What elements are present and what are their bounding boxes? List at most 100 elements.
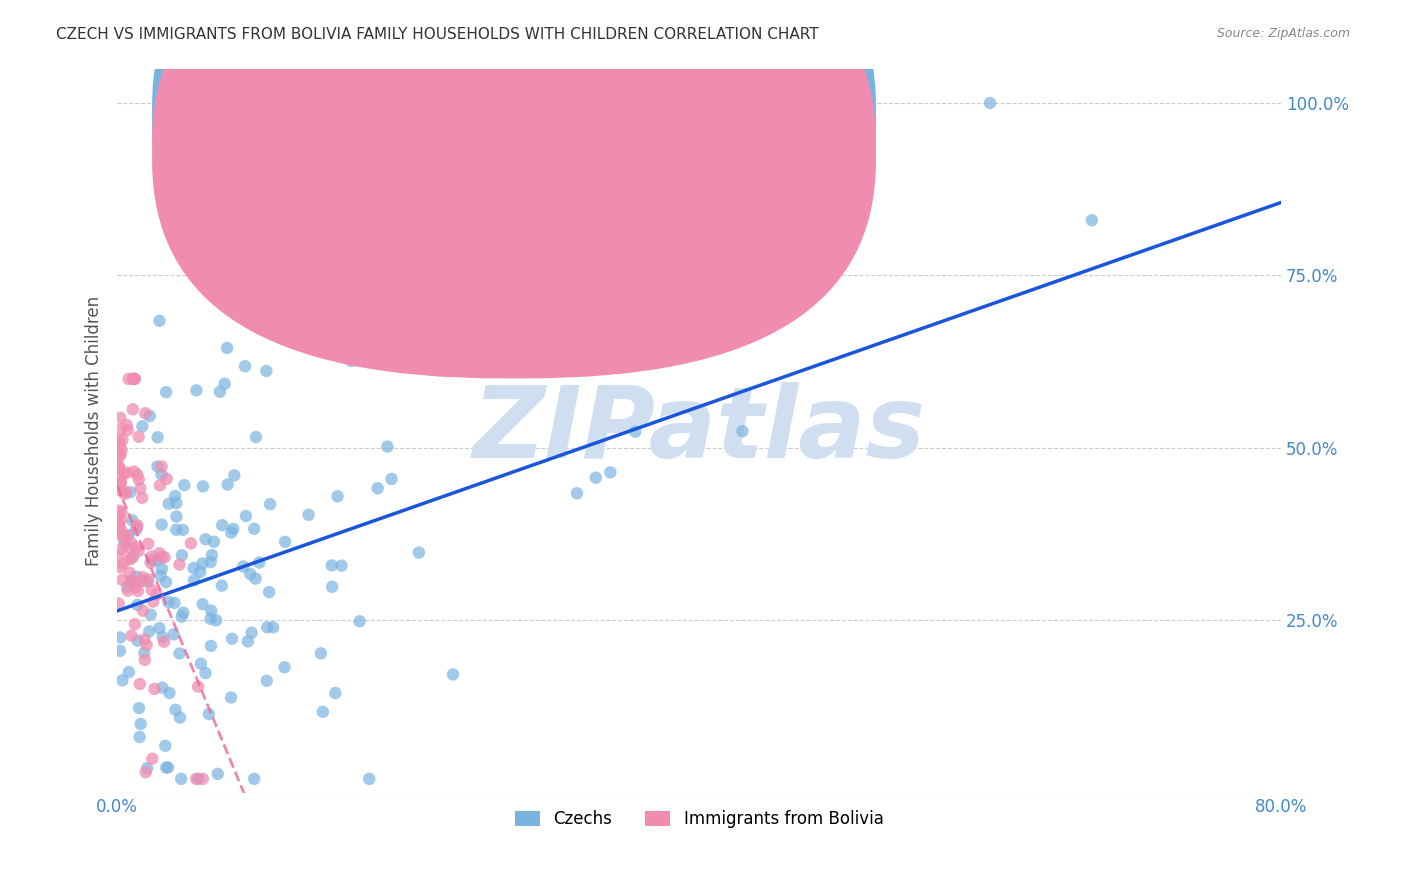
Czechs xyxy=(145,553,167,567)
Czechs xyxy=(624,425,647,439)
Czechs xyxy=(208,384,231,399)
Immigrants from Bolivia xyxy=(180,536,202,550)
Czechs xyxy=(312,705,335,719)
Czechs xyxy=(165,489,187,503)
Immigrants from Bolivia xyxy=(128,430,150,444)
Czechs xyxy=(257,585,280,599)
Czechs xyxy=(136,761,159,775)
Immigrants from Bolivia xyxy=(127,584,149,599)
Czechs xyxy=(187,772,209,786)
Czechs xyxy=(117,528,139,542)
Czechs xyxy=(136,574,159,589)
Immigrants from Bolivia xyxy=(141,752,163,766)
Czechs xyxy=(202,534,225,549)
Czechs xyxy=(211,518,233,533)
Immigrants from Bolivia xyxy=(125,520,148,534)
Immigrants from Bolivia xyxy=(136,537,159,551)
Immigrants from Bolivia xyxy=(142,594,165,608)
Czechs xyxy=(165,703,187,717)
Czechs xyxy=(441,667,464,681)
Czechs xyxy=(155,385,177,400)
Immigrants from Bolivia xyxy=(110,410,132,425)
Czechs xyxy=(163,627,186,641)
Czechs xyxy=(217,341,239,355)
Czechs xyxy=(173,478,195,492)
Immigrants from Bolivia xyxy=(110,484,132,499)
Immigrants from Bolivia xyxy=(129,481,152,495)
Text: Source: ZipAtlas.com: Source: ZipAtlas.com xyxy=(1216,27,1350,40)
Immigrants from Bolivia xyxy=(184,772,207,786)
Immigrants from Bolivia xyxy=(127,467,149,482)
Immigrants from Bolivia xyxy=(156,472,179,486)
Legend: Czechs, Immigrants from Bolivia: Czechs, Immigrants from Bolivia xyxy=(508,804,890,835)
Czechs xyxy=(148,621,170,635)
Immigrants from Bolivia xyxy=(141,549,163,564)
Czechs xyxy=(121,575,143,590)
Czechs xyxy=(117,580,139,594)
Czechs xyxy=(243,522,266,536)
Czechs xyxy=(207,767,229,781)
Czechs xyxy=(127,598,149,612)
Immigrants from Bolivia xyxy=(108,460,131,475)
Immigrants from Bolivia xyxy=(131,574,153,588)
Czechs xyxy=(194,666,217,681)
Czechs xyxy=(262,620,284,634)
Immigrants from Bolivia xyxy=(112,557,135,571)
Czechs xyxy=(200,555,222,569)
Czechs xyxy=(150,467,173,482)
FancyBboxPatch shape xyxy=(484,87,832,185)
Czechs xyxy=(191,557,214,571)
FancyBboxPatch shape xyxy=(152,0,876,378)
Immigrants from Bolivia xyxy=(117,372,139,386)
Immigrants from Bolivia xyxy=(110,475,132,489)
Immigrants from Bolivia xyxy=(132,604,155,618)
Immigrants from Bolivia xyxy=(118,552,141,566)
Czechs xyxy=(211,579,233,593)
Czechs xyxy=(170,772,193,786)
Czechs xyxy=(309,646,332,660)
Czechs xyxy=(170,609,193,624)
FancyBboxPatch shape xyxy=(478,112,851,220)
Immigrants from Bolivia xyxy=(111,541,134,556)
Immigrants from Bolivia xyxy=(127,518,149,533)
Czechs xyxy=(200,639,222,653)
Immigrants from Bolivia xyxy=(122,465,145,479)
Czechs xyxy=(155,761,177,775)
Text: CZECH VS IMMIGRANTS FROM BOLIVIA FAMILY HOUSEHOLDS WITH CHILDREN CORRELATION CHA: CZECH VS IMMIGRANTS FROM BOLIVIA FAMILY … xyxy=(56,27,818,42)
Czechs xyxy=(256,673,278,688)
Czechs xyxy=(159,686,181,700)
Czechs xyxy=(170,549,193,563)
Immigrants from Bolivia xyxy=(135,765,157,780)
Czechs xyxy=(121,513,143,527)
Czechs xyxy=(979,95,1001,110)
Czechs xyxy=(108,631,131,645)
Immigrants from Bolivia xyxy=(108,560,131,574)
Czechs xyxy=(245,430,267,444)
Czechs xyxy=(254,364,277,378)
Czechs xyxy=(172,606,194,620)
Y-axis label: Family Households with Children: Family Households with Children xyxy=(86,295,103,566)
Czechs xyxy=(214,376,236,391)
Immigrants from Bolivia xyxy=(125,541,148,555)
Immigrants from Bolivia xyxy=(150,459,173,474)
Czechs xyxy=(254,310,277,324)
Czechs xyxy=(165,496,187,510)
Immigrants from Bolivia xyxy=(128,544,150,558)
Czechs xyxy=(183,561,205,575)
Immigrants from Bolivia xyxy=(110,477,132,491)
Czechs xyxy=(200,612,222,626)
Czechs xyxy=(169,711,191,725)
Czechs xyxy=(240,625,263,640)
Czechs xyxy=(224,468,246,483)
Czechs xyxy=(131,419,153,434)
Czechs xyxy=(157,595,180,609)
Czechs xyxy=(139,607,162,622)
Czechs xyxy=(155,575,177,590)
Immigrants from Bolivia xyxy=(122,576,145,591)
Immigrants from Bolivia xyxy=(110,448,132,462)
Text: N = 132: N = 132 xyxy=(676,106,749,125)
Immigrants from Bolivia xyxy=(143,681,166,696)
Czechs xyxy=(169,647,191,661)
Czechs xyxy=(149,569,172,583)
Czechs xyxy=(186,384,208,398)
